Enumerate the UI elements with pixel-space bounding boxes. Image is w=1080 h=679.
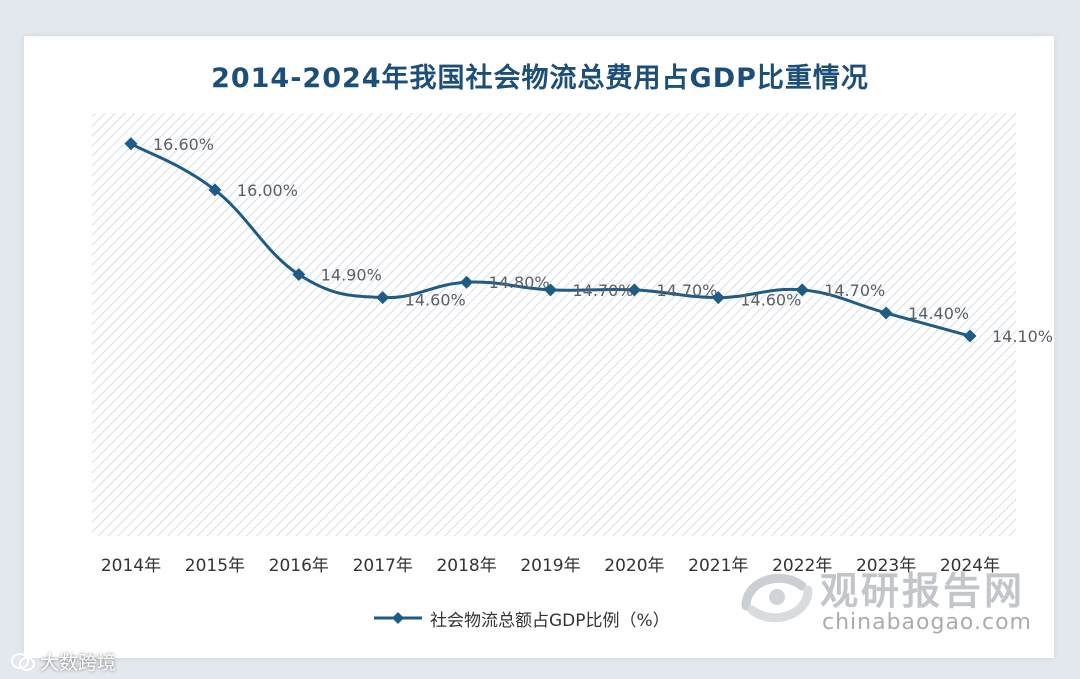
x-tick-label: 2019年 bbox=[520, 556, 580, 576]
plot-area bbox=[92, 113, 1016, 536]
data-label: 16.60% bbox=[153, 135, 214, 154]
data-point-marker bbox=[879, 306, 893, 320]
series-layer: 16.60% 16.00% 14.90% 14.60% 14.80% 14.70% 14.7… bbox=[124, 135, 1053, 346]
legend-label: 社会物流总额占GDP比例（%） bbox=[430, 610, 670, 631]
data-label: 14.10% bbox=[992, 327, 1053, 346]
data-label: 14.90% bbox=[321, 266, 382, 285]
data-label: 14.40% bbox=[908, 304, 969, 323]
x-tick-label: 2024年 bbox=[940, 556, 1000, 576]
source-watermark-text: 大数跨境 bbox=[40, 652, 117, 674]
x-tick-label: 2018年 bbox=[436, 556, 496, 576]
source-watermark: 大数跨境 bbox=[10, 648, 116, 675]
x-tick-label: 2015年 bbox=[185, 556, 245, 576]
legend: 社会物流总额占GDP比例（%） bbox=[372, 606, 670, 631]
data-point-marker bbox=[795, 283, 809, 297]
x-tick-label: 2020年 bbox=[604, 556, 664, 576]
data-point-marker bbox=[460, 275, 474, 289]
x-tick-label: 2022年 bbox=[772, 556, 832, 576]
swirl-logo-icon bbox=[741, 573, 813, 623]
data-point-marker bbox=[963, 329, 977, 343]
data-label: 14.80% bbox=[489, 273, 550, 292]
x-tick-label: 2016年 bbox=[269, 556, 329, 576]
data-label: 14.60% bbox=[740, 291, 801, 310]
data-point-marker bbox=[376, 291, 390, 305]
data-point-marker bbox=[124, 137, 138, 151]
data-label: 14.60% bbox=[405, 291, 466, 310]
data-point-marker bbox=[711, 291, 725, 305]
legend-line-marker-icon bbox=[374, 612, 422, 624]
data-point-marker bbox=[544, 283, 557, 297]
x-tick-label: 2023年 bbox=[856, 556, 916, 576]
data-label: 16.00% bbox=[237, 181, 298, 200]
x-tick-label: 2014年 bbox=[101, 556, 161, 576]
x-tick-label: 2021年 bbox=[688, 556, 748, 576]
data-point-marker bbox=[208, 183, 222, 197]
x-tick-label: 2017年 bbox=[353, 556, 413, 576]
publisher-logo: 观研报告网 chinabaogao.com bbox=[738, 560, 1058, 640]
x-axis-ticks: 2014年 2015年 2016年 2017年 2018年 2019年 2020年 2021年… bbox=[101, 556, 1000, 576]
chart-title: 2014-2024年我国社会物流总费用占GDP比重情况 bbox=[211, 63, 869, 94]
data-point-marker bbox=[292, 268, 306, 282]
publisher-logo-url: chinabaogao.com bbox=[822, 610, 1032, 635]
data-label: 14.70% bbox=[824, 281, 885, 300]
data-label: 14.70% bbox=[573, 281, 634, 300]
data-point-marker bbox=[627, 283, 641, 297]
chat-bubble-icon bbox=[11, 652, 35, 671]
publisher-logo-text: 观研报告网 bbox=[820, 569, 1026, 613]
data-label: 14.70% bbox=[656, 281, 717, 300]
